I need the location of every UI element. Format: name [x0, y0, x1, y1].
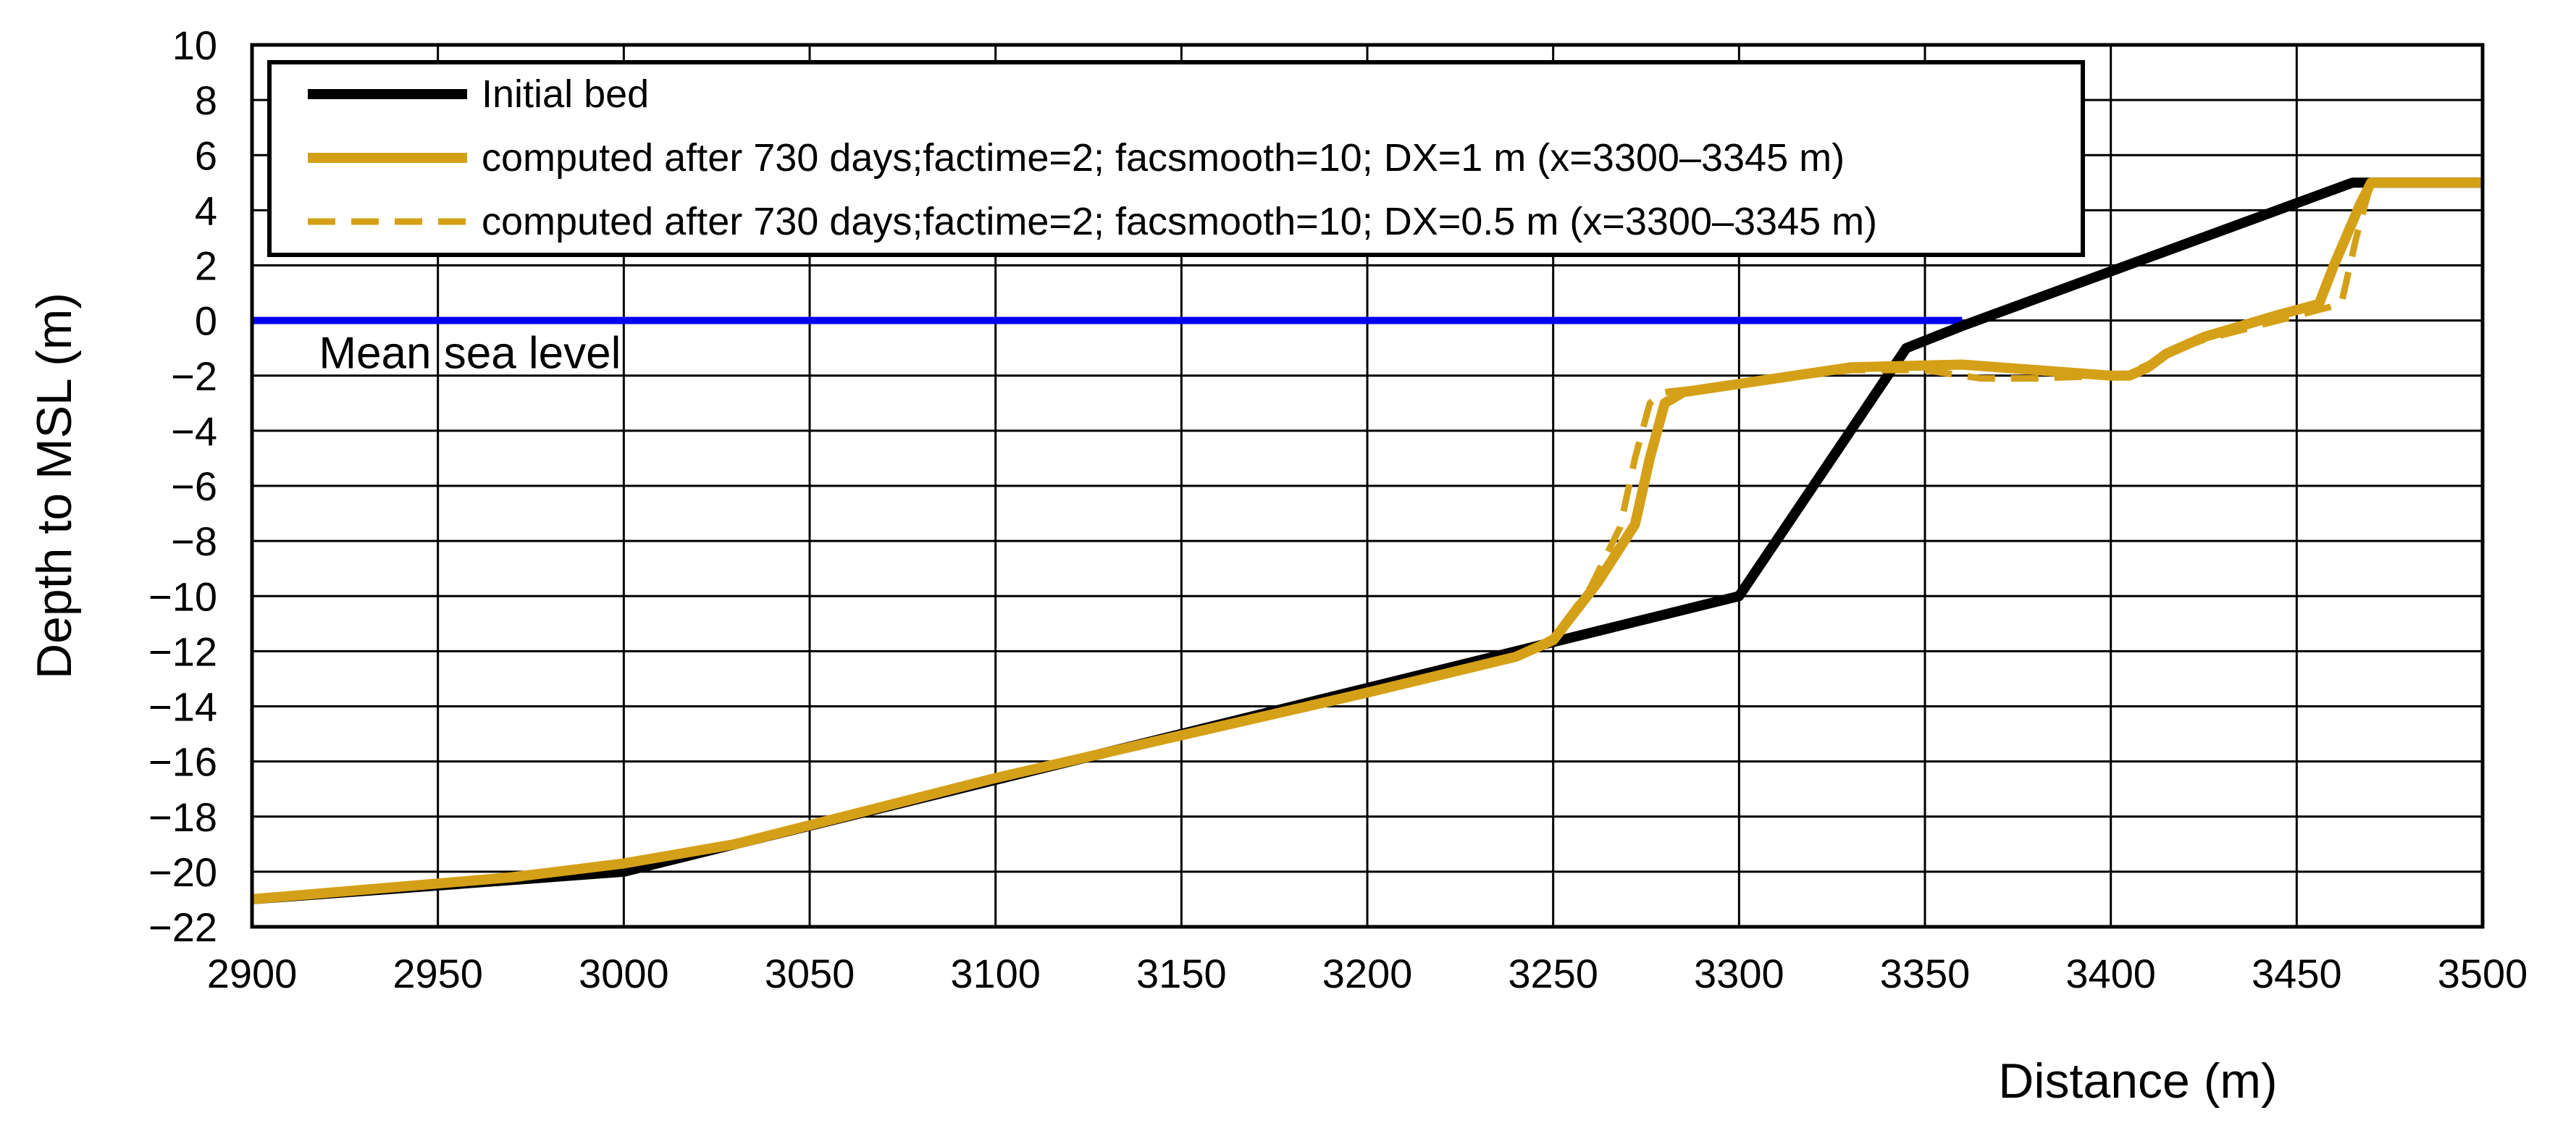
x-tick-label: 3500	[2438, 951, 2528, 996]
y-tick-label: −16	[148, 739, 217, 785]
tick-labels: 2900 2950 3000 3050 3100 3150 3200 3250 3300 3350…	[148, 22, 2527, 996]
legend: Initial bed computed after 730 days;fact…	[267, 60, 2085, 257]
y-axis-title: Depth to MSL (m)	[27, 293, 82, 679]
y-tick-label: 4	[195, 188, 217, 233]
mean-sea-level-label: Mean sea level	[319, 329, 621, 379]
y-tick-label: 0	[195, 298, 217, 344]
x-tick-label: 3050	[765, 951, 855, 996]
x-tick-label: 3000	[579, 951, 669, 996]
y-tick-label: −10	[148, 573, 217, 619]
legend-label-dx1: computed after 730 days;factime=2; facsm…	[482, 136, 1845, 180]
x-tick-label: 3100	[950, 951, 1041, 996]
series-dx1	[251, 177, 2483, 904]
y-tick-label: −2	[171, 353, 217, 399]
x-axis-title: Distance (m)	[1998, 1054, 2277, 1109]
y-tick-label: −12	[148, 628, 217, 674]
x-tick-label: 3200	[1322, 951, 1413, 996]
y-tick-label: −4	[171, 408, 217, 454]
y-tick-label: −6	[171, 463, 217, 509]
y-tick-label: −20	[148, 849, 217, 895]
y-tick-label: −8	[171, 518, 217, 564]
y-tick-label: −14	[148, 684, 217, 730]
x-tick-label: 3150	[1136, 951, 1227, 996]
series-layer	[251, 177, 2483, 904]
y-tick-label: 8	[195, 77, 217, 123]
x-tick-label: 2950	[393, 951, 483, 996]
legend-label-dx05: computed after 730 days;factime=2; facsm…	[482, 200, 1877, 243]
legend-box	[267, 60, 2085, 257]
y-tick-label: 6	[195, 133, 217, 178]
x-tick-label: 3400	[2065, 951, 2156, 996]
x-tick-label: 2900	[207, 951, 298, 996]
y-tick-label: −18	[148, 794, 217, 840]
x-tick-label: 3350	[1880, 951, 1971, 996]
x-tick-label: 3300	[1694, 951, 1784, 996]
y-tick-label: 2	[195, 243, 217, 289]
x-tick-label: 3450	[2252, 951, 2342, 996]
y-tick-label: 10	[172, 22, 217, 68]
series-initial-bed	[251, 177, 2483, 904]
y-tick-label: −22	[148, 904, 217, 950]
legend-label-initial-bed: Initial bed	[482, 72, 649, 116]
x-tick-label: 3250	[1508, 951, 1598, 996]
plot-frame	[250, 43, 2485, 929]
